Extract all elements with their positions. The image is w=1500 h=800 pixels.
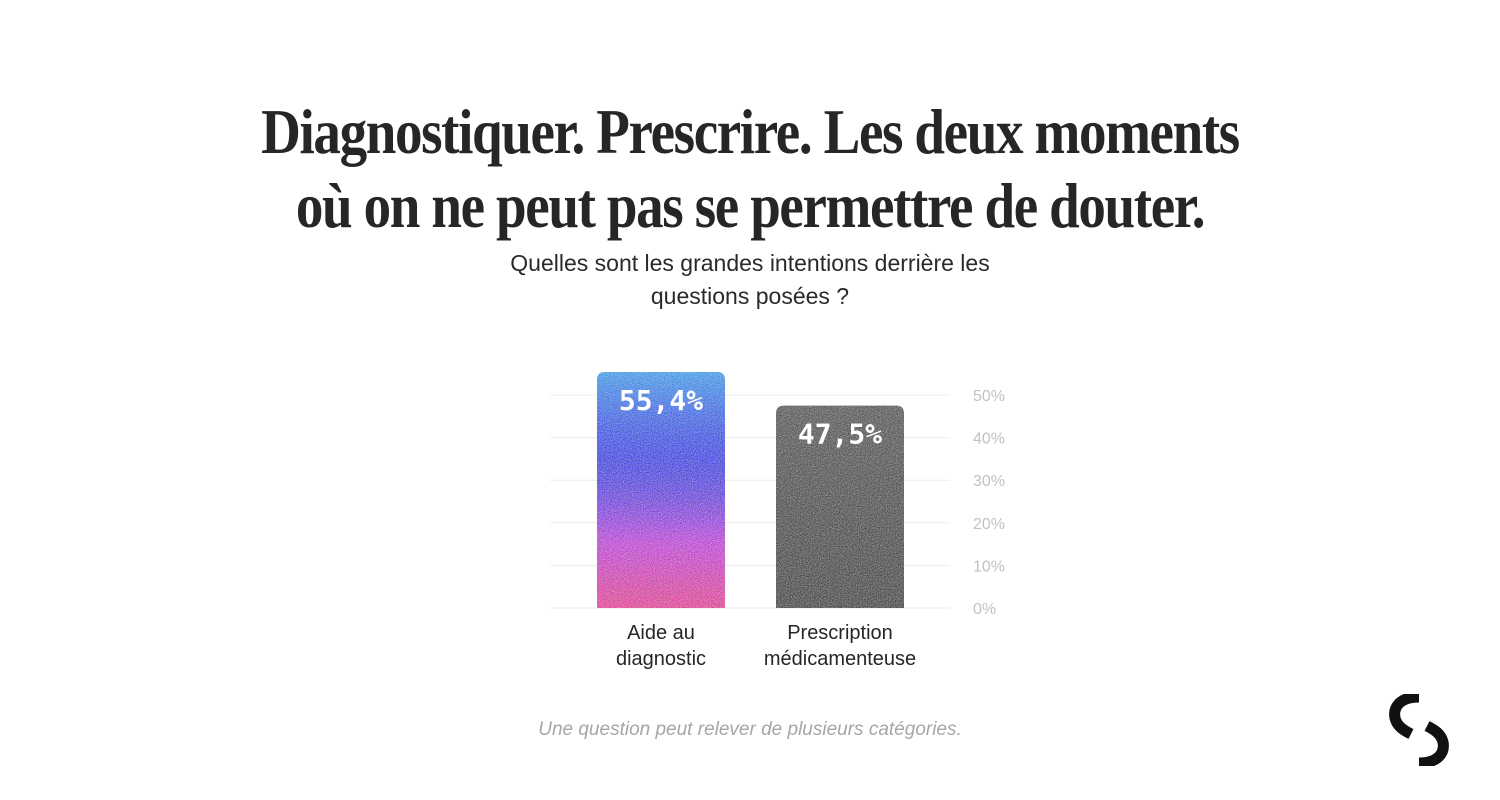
s-logo-icon: [1389, 694, 1449, 766]
y-tick-label: 20%: [973, 516, 1005, 533]
bar-2: [776, 405, 904, 608]
question-line-2: questions posées ?: [650, 283, 850, 309]
y-tick-label: 0%: [973, 601, 996, 618]
bar-value-label: 47,5%: [798, 418, 882, 451]
headline: Diagnostiquer. Prescrire. Les deux momen…: [105, 95, 1395, 243]
x-category-label: diagnostic: [616, 648, 706, 670]
bars: 55,4% 47,5%: [597, 372, 904, 608]
bar-value-label: 55,4%: [619, 384, 703, 417]
y-axis-ticks: 0% 10% 20% 30% 40% 50%: [973, 388, 1005, 618]
headline-line-1: Diagnostiquer. Prescrire. Les deux momen…: [261, 95, 1240, 167]
y-tick-label: 50%: [973, 388, 1005, 405]
bar-1: [597, 372, 725, 608]
y-tick-label: 30%: [973, 473, 1005, 490]
x-category-label: Prescription: [787, 622, 893, 644]
headline-line-2: où on ne peut pas se permettre de douter…: [295, 169, 1206, 241]
x-category-label: médicamenteuse: [764, 648, 916, 670]
x-category-label: Aide au: [627, 622, 695, 644]
chart-question: Quelles sont les grandes intentions derr…: [450, 247, 1050, 313]
footnote: Une question peut relever de plusieurs c…: [538, 719, 962, 740]
bar-chart: 0% 10% 20% 30% 40% 50% 55,4% 47,5% Aide au diag…: [550, 372, 1005, 670]
y-tick-label: 10%: [973, 558, 1005, 575]
question-line-1: Quelles sont les grandes intentions derr…: [510, 250, 990, 276]
y-tick-label: 40%: [973, 431, 1005, 448]
x-axis-labels: Aide au diagnostic Prescription médicamente…: [616, 622, 916, 670]
